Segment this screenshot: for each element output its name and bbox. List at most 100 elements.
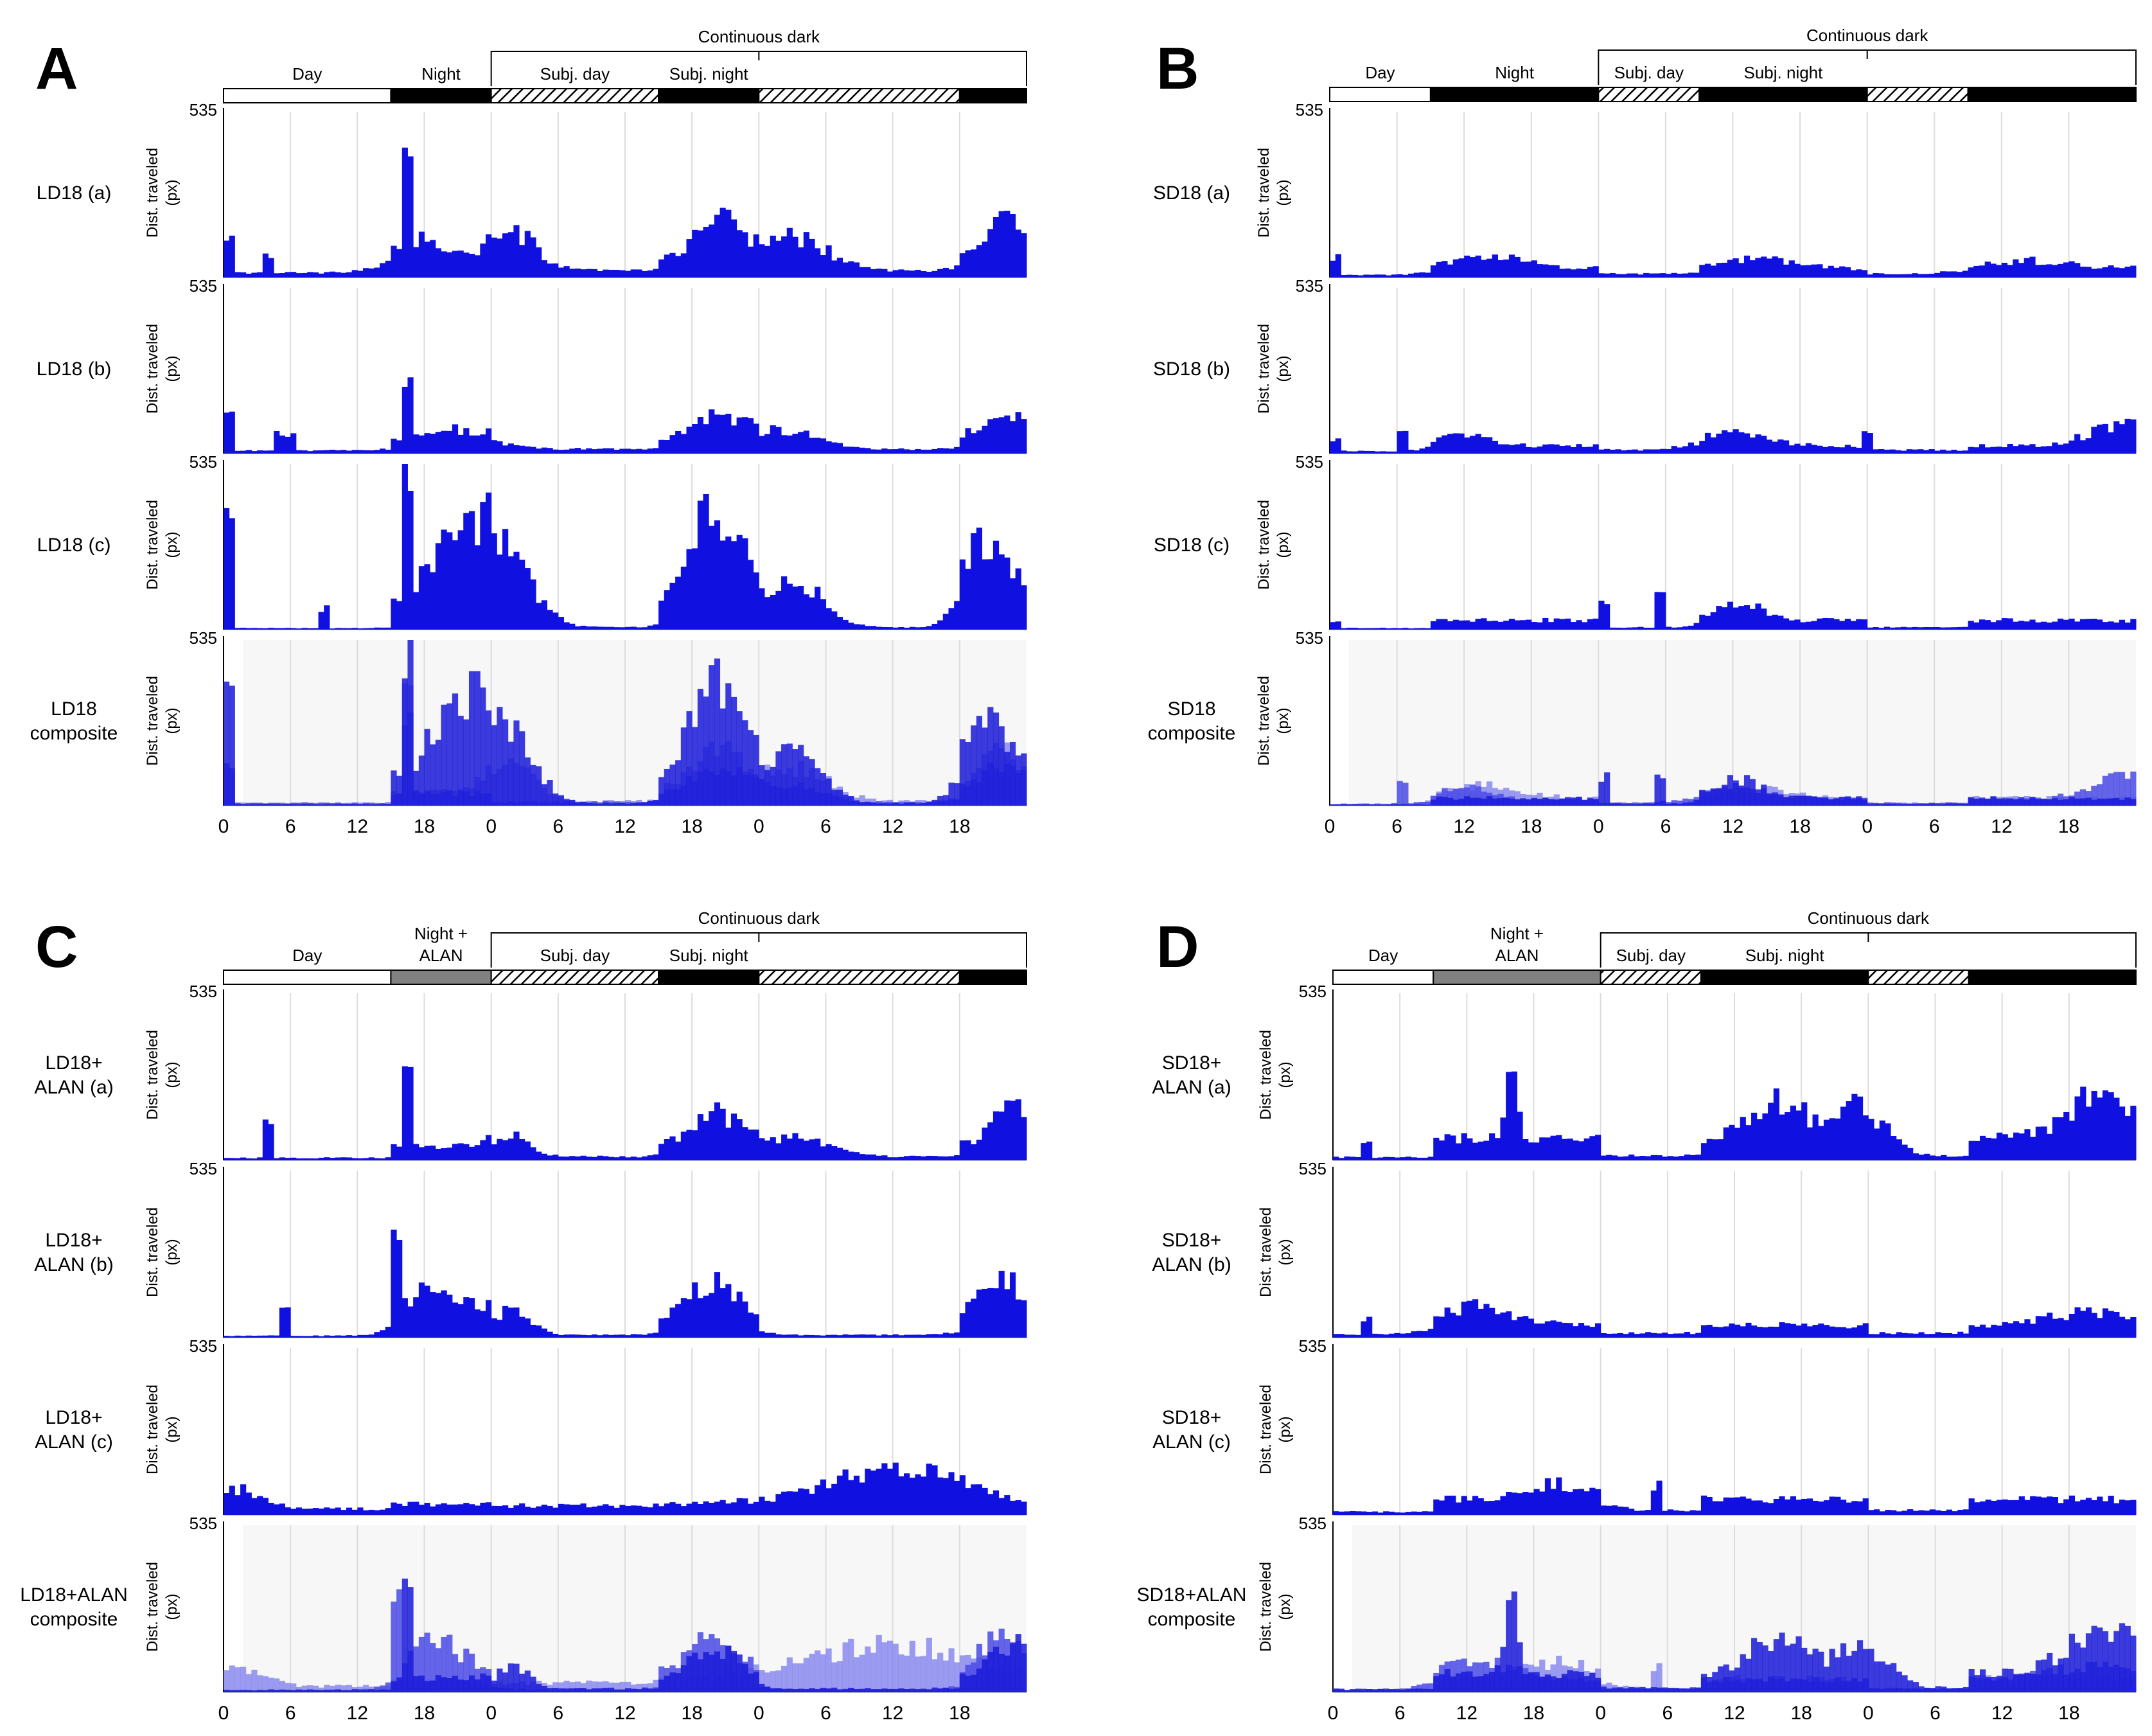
bar <box>1533 1323 1540 1338</box>
bar <box>1475 434 1481 454</box>
bar <box>714 520 721 630</box>
bar <box>580 1688 587 1692</box>
bar <box>418 231 425 278</box>
bar <box>1844 445 1851 454</box>
bar <box>1369 628 1375 630</box>
bar <box>853 1152 860 1160</box>
bar <box>1800 795 1806 806</box>
bar <box>653 800 659 806</box>
bar <box>363 450 369 454</box>
bar <box>2130 1635 2137 1692</box>
bar <box>1656 1480 1663 1515</box>
bar <box>798 1663 804 1692</box>
bar <box>285 436 291 454</box>
bar <box>1561 1491 1568 1515</box>
bar <box>312 1685 319 1692</box>
bar <box>2018 444 2025 454</box>
bar <box>842 1334 849 1338</box>
bar <box>2057 263 2064 278</box>
bar <box>1868 1119 1874 1160</box>
bar <box>1951 271 1957 278</box>
bar <box>630 449 637 454</box>
bar <box>245 804 252 806</box>
y-label-line1: Dist. traveled <box>1257 1030 1274 1120</box>
bar <box>346 628 353 630</box>
bar <box>982 425 988 454</box>
bar <box>2052 1117 2058 1160</box>
y-max-label: 535 <box>1299 982 1327 1001</box>
bar <box>547 1331 553 1338</box>
bar <box>1330 441 1336 454</box>
day-label: Day <box>1368 946 1398 965</box>
row-label: SD18 (b) <box>1153 359 1230 380</box>
bar <box>1673 1510 1679 1515</box>
bar <box>792 1689 798 1692</box>
bar <box>770 766 776 806</box>
bar <box>1762 1113 1768 1160</box>
bar <box>1335 254 1341 278</box>
bar <box>753 1129 759 1160</box>
bar <box>859 1154 865 1160</box>
bar <box>680 1131 687 1160</box>
day-label: Day <box>292 946 322 965</box>
bar <box>385 260 391 278</box>
bar <box>401 1066 408 1160</box>
bar <box>2002 1499 2008 1515</box>
bar <box>1520 443 1526 454</box>
bar <box>452 1654 459 1692</box>
bar <box>574 1156 581 1160</box>
bar <box>1394 1157 1400 1160</box>
bar <box>1550 1489 1557 1515</box>
bar <box>257 804 263 806</box>
bar <box>1623 1688 1629 1692</box>
bar <box>1873 627 1879 630</box>
bar <box>2102 1090 2109 1160</box>
bar <box>1514 791 1521 806</box>
bar <box>1883 626 1891 630</box>
bar <box>1723 1664 1729 1692</box>
bar <box>1839 621 1846 630</box>
bar <box>636 627 642 630</box>
y-max-label: 535 <box>1299 1336 1327 1356</box>
bar <box>608 448 615 454</box>
bar <box>1996 1500 2003 1515</box>
bar <box>1900 626 1907 630</box>
bar <box>1413 272 1420 278</box>
bar <box>513 445 520 454</box>
bar <box>424 1633 430 1692</box>
bar <box>1416 1511 1423 1515</box>
bar <box>591 1681 598 1692</box>
bar <box>1660 448 1666 454</box>
bar <box>1828 618 1834 630</box>
bar <box>446 1504 453 1515</box>
bar <box>268 1503 274 1515</box>
bar <box>1021 1501 1027 1515</box>
bar <box>295 1689 303 1692</box>
bar <box>1497 260 1504 278</box>
bar <box>502 719 509 806</box>
y-axis-label: Dist. traveled (px) <box>1257 1030 1294 1120</box>
bar <box>1374 451 1380 454</box>
bar <box>295 804 303 806</box>
bar <box>430 1643 436 1692</box>
bar <box>803 232 809 278</box>
bar <box>603 626 609 630</box>
bar <box>519 731 525 806</box>
series-c <box>224 640 1027 806</box>
row-label: ALAN (a) <box>1152 1077 1231 1098</box>
bar <box>892 1462 899 1515</box>
bar <box>608 1682 615 1692</box>
bar <box>753 734 759 806</box>
bar <box>1632 627 1638 630</box>
bar <box>1582 269 1588 278</box>
bar <box>268 1335 274 1338</box>
bar <box>574 626 581 630</box>
bar <box>1706 1324 1713 1338</box>
bar <box>987 1651 994 1692</box>
bar <box>1486 621 1493 630</box>
bar <box>1397 781 1403 806</box>
bar <box>942 1688 949 1692</box>
bar <box>1330 804 1336 806</box>
bar <box>1472 1676 1479 1692</box>
bar <box>2041 1316 2047 1338</box>
